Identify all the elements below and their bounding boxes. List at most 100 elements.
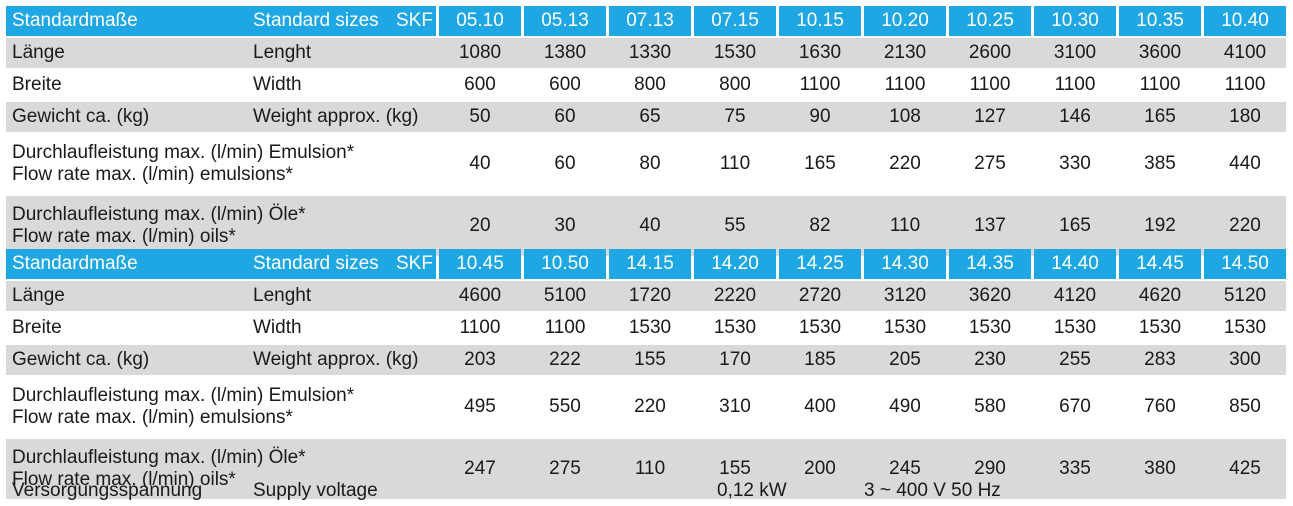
header-label-block <box>6 6 436 36</box>
row-label-de: Durchlaufleistung max. (l/min) Öle* <box>12 204 306 225</box>
table-cell: 192 <box>1144 215 1176 236</box>
header-label-block <box>6 249 436 279</box>
size-header-cell: 14.40 <box>1034 249 1116 279</box>
table-cell: 4100 <box>1223 42 1267 63</box>
table-cell: 60 <box>554 153 576 174</box>
table-row: Durchlaufleistung max. (l/min) Emulsion*… <box>6 134 1286 194</box>
table-cell: 1100 <box>544 317 586 338</box>
table-cell: 200 <box>804 458 836 479</box>
table-cell: 155 <box>719 458 751 479</box>
table-cell: 3100 <box>1053 42 1097 63</box>
supply-voltage-label-de: Versorgungsspannung <box>12 480 203 501</box>
row-label-en: Flow rate max. (l/min) oils* <box>12 469 236 490</box>
row-label-en: Weight approx. (kg) <box>253 349 419 370</box>
table-cell: 220 <box>1229 215 1261 236</box>
table-cell: 275 <box>549 458 581 479</box>
table-cell: 800 <box>719 74 751 95</box>
table-cell: 1530 <box>1138 317 1182 338</box>
table-cell: 165 <box>1059 215 1091 236</box>
header-standardmasse: Standardmaße <box>12 253 138 274</box>
row-label-bilingual: Durchlaufleistung max. (l/min) Öle* Flow … <box>12 196 306 256</box>
table-cell: 1530 <box>1053 317 1097 338</box>
table-cell: 380 <box>1144 458 1176 479</box>
table-cell: 110 <box>719 153 751 174</box>
row-label-en: Weight approx. (kg) <box>253 106 419 127</box>
table-cell: 146 <box>1059 106 1091 127</box>
table-cell: 1100 <box>799 74 841 95</box>
row-separator <box>6 343 1286 345</box>
table-cell: 4600 <box>458 285 502 306</box>
table-row: Durchlaufleistung max. (l/min) Öle* Flow … <box>6 439 1286 499</box>
table-cell: 220 <box>889 153 921 174</box>
table-header-row: Standardmaße Standard sizes SKF 05.10 05.13 0… <box>6 6 1286 36</box>
row-label-en: Lenght <box>253 285 312 306</box>
size-header-cell: 14.20 <box>694 249 776 279</box>
row-separator <box>6 375 1286 377</box>
table-cell: 247 <box>464 458 496 479</box>
header-standard-sizes: Standard sizes <box>253 10 379 31</box>
row-separator <box>6 279 1286 281</box>
size-header-cell: 05.10 <box>439 6 521 36</box>
row-label-en: Flow rate max. (l/min) emulsions* <box>12 407 293 428</box>
table-cell: 290 <box>974 458 1006 479</box>
table-cell: 425 <box>1229 458 1261 479</box>
row-label-en: Flow rate max. (l/min) emulsions* <box>12 164 293 185</box>
table-cell: 1720 <box>628 285 672 306</box>
size-header-cell: 14.45 <box>1119 249 1201 279</box>
table-cell: 850 <box>1229 396 1261 417</box>
row-separator <box>6 100 1286 102</box>
size-header-cell: 14.50 <box>1204 249 1286 279</box>
table-row: Durchlaufleistung max. (l/min) Emulsion*… <box>6 377 1286 437</box>
size-header-cell: 14.35 <box>949 249 1031 279</box>
table-cell: 3600 <box>1138 42 1182 63</box>
table-cell: 80 <box>639 153 661 174</box>
table-cell: 385 <box>1144 153 1176 174</box>
table-cell: 1330 <box>628 42 672 63</box>
table-cell: 580 <box>974 396 1006 417</box>
table-row: Gewicht ca. (kg) Weight approx. (kg) 203 22… <box>6 345 1286 375</box>
table-cell: 670 <box>1059 396 1091 417</box>
table-cell: 127 <box>974 106 1006 127</box>
header-brand: SKF <box>396 10 433 31</box>
table-row: Breite Width 600 600 800 800 1100 1100 1100 1100 1… <box>6 70 1286 100</box>
size-header-cell: 10.15 <box>779 6 861 36</box>
row-label-en: Width <box>253 317 302 338</box>
table-cell: 137 <box>974 215 1006 236</box>
spec-table-1: Standardmaße Standard sizes SKF 05.10 05.13 0… <box>6 6 1286 256</box>
table-cell: 65 <box>639 106 661 127</box>
table-cell: 180 <box>1229 106 1261 127</box>
row-separator <box>6 311 1286 313</box>
header-brand: SKF <box>396 253 433 274</box>
table-cell: 2130 <box>883 42 927 63</box>
table-cell: 165 <box>1144 106 1176 127</box>
row-label-en: Width <box>253 74 302 95</box>
table-cell: 245 <box>889 458 921 479</box>
table-cell: 1530 <box>628 317 672 338</box>
size-header-cell: 05.13 <box>524 6 606 36</box>
size-header-cell: 10.20 <box>864 6 946 36</box>
table-cell: 335 <box>1059 458 1091 479</box>
table-cell: 1530 <box>798 317 842 338</box>
table-cell: 1100 <box>459 317 501 338</box>
table-cell: 310 <box>719 396 751 417</box>
table-cell: 4120 <box>1053 285 1097 306</box>
table-cell: 50 <box>469 106 491 127</box>
row-label-de: Durchlaufleistung max. (l/min) Öle* <box>12 447 306 468</box>
table-cell: 283 <box>1144 349 1176 370</box>
row-label-de: Länge <box>12 42 65 63</box>
size-header-cell: 10.30 <box>1034 6 1116 36</box>
table-cell: 800 <box>634 74 666 95</box>
row-separator <box>6 68 1286 70</box>
size-header-cell: 07.15 <box>694 6 776 36</box>
table-cell: 222 <box>549 349 581 370</box>
table-cell: 170 <box>719 349 751 370</box>
row-label-de: Breite <box>12 74 62 95</box>
table-cell: 5120 <box>1223 285 1267 306</box>
spec-table-2: Standardmaße Standard sizes SKF 10.45 10.50 1… <box>6 249 1286 499</box>
table-cell: 40 <box>469 153 491 174</box>
row-label-bilingual: Durchlaufleistung max. (l/min) Öle* Flow … <box>12 439 306 499</box>
table-cell: 60 <box>554 106 576 127</box>
row-label-de: Länge <box>12 285 65 306</box>
table-cell: 275 <box>974 153 1006 174</box>
table-cell: 90 <box>809 106 831 127</box>
